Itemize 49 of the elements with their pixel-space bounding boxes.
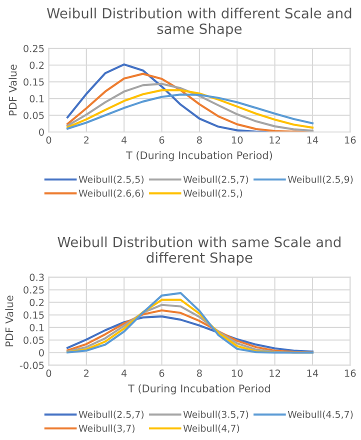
legend-label: Weibull(2.5,7) [78, 410, 144, 420]
x-tick-label: 4 [121, 370, 127, 377]
x-tick-label: 4 [121, 136, 127, 144]
y-axis-title: PDF Value [8, 64, 17, 116]
y-tick-label: 0.15 [24, 311, 44, 319]
legend-label: Weibull(2.5,5) [78, 176, 144, 184]
y-tick-label: -0.05 [20, 362, 44, 370]
x-tick-label: 2 [84, 136, 89, 144]
legend-label: Weibull(4,7) [183, 424, 240, 433]
y-tick-label: 0.2 [30, 298, 44, 306]
x-tick-label: 0 [46, 136, 52, 144]
y-tick-label: 0.05 [24, 112, 44, 120]
legend-label: Weibull(4.5,7) [288, 410, 353, 420]
x-tick-label: 16 [345, 370, 356, 377]
y-tick-label: 0.25 [24, 44, 44, 52]
y-tick-label: 0 [39, 349, 44, 356]
x-tick-label: 8 [197, 370, 202, 377]
legend-label: Weibull(2.5,) [183, 189, 242, 198]
x-tick-label: 6 [159, 370, 164, 377]
y-tick-label: 0.05 [24, 336, 44, 344]
y-tick-label: 0.25 [24, 286, 44, 294]
x-tick-label: 0 [46, 370, 52, 377]
y-tick-label: 0.3 [30, 274, 44, 282]
x-tick-label: 6 [159, 136, 164, 144]
x-tick-label: 10 [232, 370, 243, 377]
x-tick-label: 12 [270, 370, 280, 377]
x-axis-title: T (During Incubation Period) [126, 151, 272, 162]
y-tick-label: 0.15 [24, 78, 44, 86]
chart-title: Weibull Distribution with same Scale and different Shape [58, 236, 340, 266]
y-axis-title: PDF Value [5, 296, 14, 346]
line-series [66, 82, 314, 132]
x-tick-label: 10 [232, 136, 243, 144]
x-axis-title: T (During Incubation Period [128, 384, 270, 394]
y-tick-label: 0 [39, 128, 44, 136]
x-tick-label: 2 [84, 370, 89, 377]
legend-label: Weibull(2.5,7) [183, 176, 248, 184]
legend-label: Weibull(3.5,7) [183, 410, 248, 420]
y-tick-label: 0.1 [30, 95, 44, 102]
legend-label: Weibull(2.5,9) [288, 176, 353, 184]
x-tick-label: 12 [270, 136, 280, 144]
x-tick-label: 8 [197, 136, 202, 144]
y-tick-label: 0.2 [30, 62, 44, 69]
legend-label: Weibull(3,7) [78, 424, 135, 433]
y-tick-label: 0.1 [30, 324, 44, 332]
chart-title: Weibull Distribution with different Scale and same Shape [46, 8, 352, 37]
legend-label: Weibull(2.6,6) [78, 189, 144, 198]
x-tick-label: 14 [307, 370, 318, 377]
x-tick-label: 14 [307, 136, 318, 144]
x-tick-label: 16 [345, 136, 356, 144]
